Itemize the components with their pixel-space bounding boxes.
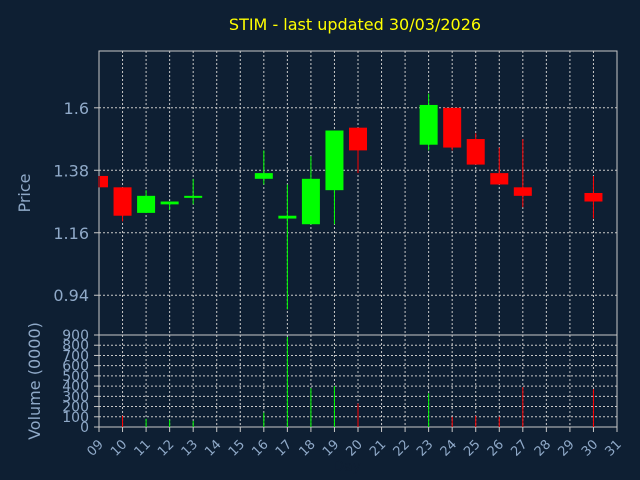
x-axis-label: Day [333,459,361,475]
volume-tick-label: 0 [80,420,89,436]
candle-body [100,175,108,188]
x-tick-label: 31 [603,437,625,459]
candle [490,147,509,185]
volume-tick-label: 300 [62,389,89,405]
candle [584,175,603,219]
candle [184,178,203,205]
candle [466,133,485,165]
x-tick-label: 15 [226,437,248,459]
volume-tick-label: 600 [62,359,89,375]
candle [160,201,179,211]
candle [513,139,532,208]
volume-tick-label: 100 [62,410,89,426]
candle-body [419,104,438,145]
x-tick-label: 14 [202,437,224,459]
x-tick-label: 17 [273,437,295,459]
x-tick-label: 20 [344,437,366,459]
volume-tick-label: 400 [62,379,89,395]
x-tick-label: 23 [414,437,436,459]
x-tick-label: 10 [108,437,130,459]
candle [254,150,273,185]
x-tick-label: 29 [555,437,577,459]
candle [325,130,344,225]
candle [301,156,320,225]
x-tick-label: 22 [391,437,413,459]
candle-body [254,173,273,179]
x-tick-label: 19 [320,437,342,459]
candle [419,93,438,151]
x-tick-label: 26 [485,437,507,459]
candle-body [325,130,344,191]
volume-tick-label: 800 [62,338,89,354]
price-tick-label: 1.38 [53,161,89,180]
price-tick-label: 1.16 [53,224,89,243]
price-tick-label: 0.94 [53,286,89,305]
x-tick-label: 28 [532,437,554,459]
candle-body [278,215,297,219]
x-tick-label: 09 [85,437,107,459]
candle-body [301,178,320,225]
candle [443,107,462,151]
candle-body [349,127,367,151]
x-tick-label: 13 [179,437,201,459]
candle-body [137,195,156,213]
x-tick-label: 30 [579,437,601,459]
volume-bars [122,337,594,427]
price-axis: 0.94 1.16 1.38 1.6 [53,99,99,305]
candles [98,93,603,310]
candle [98,175,108,188]
x-tick-label: 16 [249,437,271,459]
candle-body [184,195,203,198]
x-tick-label: 21 [367,437,389,459]
volume-axis-label: Volume (0000) [25,322,44,440]
candle [113,187,132,222]
candle-body [466,139,485,165]
volume-tick-label: 900 [62,328,89,344]
price-axis-label: Price [15,173,34,212]
volume-tick-label: 500 [62,369,89,385]
candle [137,190,156,213]
candle-body [513,187,532,196]
candle-body [443,107,462,148]
x-tick-label: 11 [132,437,154,459]
candle-body [160,201,179,205]
x-axis: 09 10 11 12 13 14 15 16 17 18 19 20 21 22 23 24 25 26 27 28… [85,427,625,460]
candle [278,184,297,310]
candle-body [490,173,509,185]
chart-title: STIM - last updated 30/03/2026 [229,15,481,34]
price-grid [99,51,617,335]
candle-body [584,193,603,202]
volume-tick-label: 200 [62,400,89,416]
candle [349,127,367,174]
volume-tick-label: 700 [62,348,89,364]
x-tick-label: 12 [155,437,177,459]
candle-body [113,187,132,216]
x-tick-label: 18 [296,437,318,459]
x-tick-label: 24 [438,437,460,459]
x-tick-label: 25 [461,437,483,459]
price-tick-label: 1.6 [64,99,89,118]
x-tick-label: 27 [508,437,530,459]
